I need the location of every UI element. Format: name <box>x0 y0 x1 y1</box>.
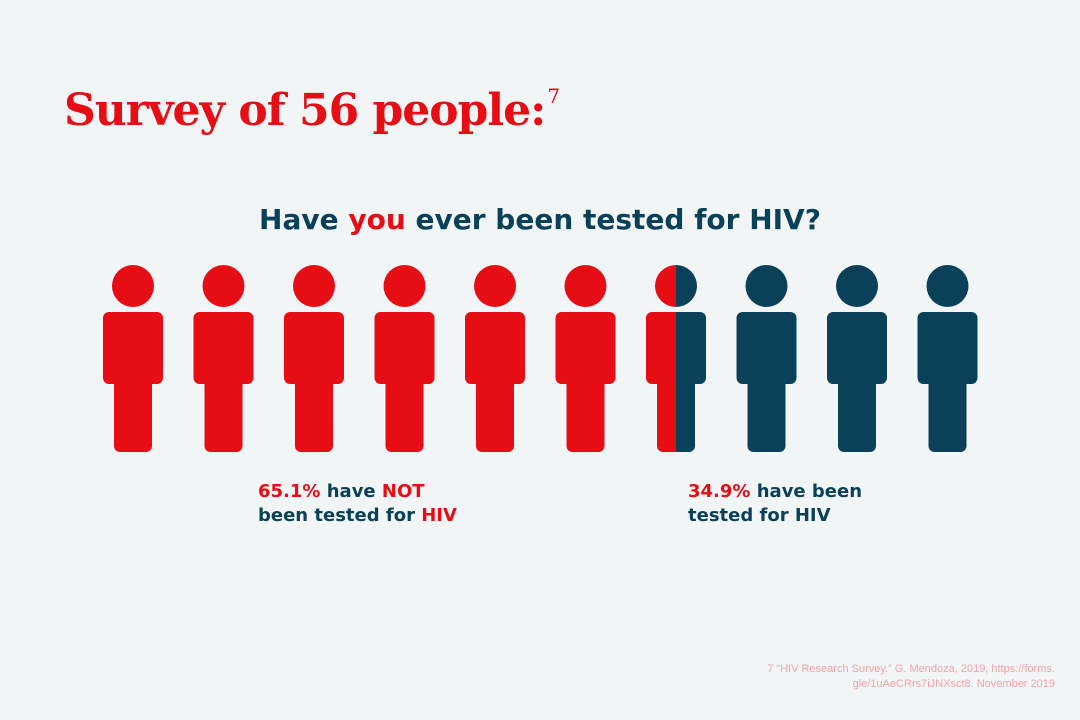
stat-not-tested-have: have <box>326 481 376 502</box>
person-icon <box>646 265 706 452</box>
person-icon <box>465 265 525 452</box>
stat-not-tested: 65.1% have NOT been tested for HIV <box>258 480 457 528</box>
person-pictograph <box>103 265 978 452</box>
stat-not-tested-hiv: HIV <box>421 505 457 526</box>
survey-question: Have you ever been tested for HIV? <box>0 203 1080 237</box>
title-text: Survey of 56 people: <box>64 85 546 136</box>
person-icon <box>555 265 616 452</box>
footnote-line2: gle/1uAeCRrs7iJNXsct8. November 2019 <box>852 678 1055 690</box>
person-icon <box>917 265 978 452</box>
person-icon <box>193 265 254 452</box>
question-before: Have <box>259 203 339 236</box>
person-icon <box>284 265 344 452</box>
stat-tested-percent: 34.9% <box>688 481 751 502</box>
stat-not-tested-percent: 65.1% <box>258 481 321 502</box>
footnote-line1: 7 “HIV Research Survey.” G. Mendoza, 201… <box>767 663 1055 675</box>
person-icon <box>736 265 797 452</box>
person-icon <box>827 265 887 452</box>
footnote-citation: 7 “HIV Research Survey.” G. Mendoza, 201… <box>767 662 1055 692</box>
person-icon <box>103 265 163 452</box>
stat-tested-line1: 34.9% have been <box>688 480 862 504</box>
question-highlight: you <box>348 203 406 236</box>
page-title: Survey of 56 people: 7 <box>64 84 560 136</box>
stat-not-tested-line1: 65.1% have NOT <box>258 480 457 504</box>
stat-tested-rest: have been <box>756 481 863 502</box>
person-icon <box>374 265 435 452</box>
stat-not-tested-emphasis: NOT <box>381 481 425 502</box>
stat-not-tested-line2: been tested for HIV <box>258 504 457 528</box>
stat-tested: 34.9% have been tested for HIV <box>688 480 862 528</box>
footnote-reference: 7 <box>547 84 560 108</box>
stat-not-tested-pre: been tested for <box>258 505 415 526</box>
stat-tested-line2: tested for HIV <box>688 505 831 526</box>
question-after: ever been tested for HIV? <box>415 203 821 236</box>
